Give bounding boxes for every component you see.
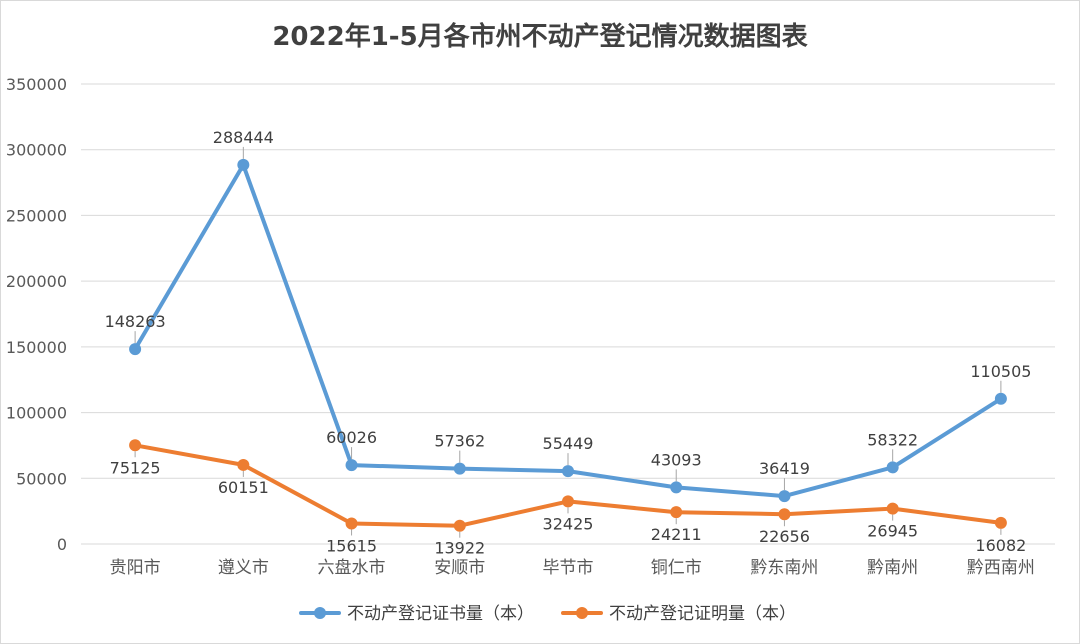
x-tick-label: 遵义市 [218, 558, 269, 578]
data-label: 75125 [110, 458, 161, 477]
legend-swatch-marker [314, 607, 326, 619]
y-tick-label: 100000 [6, 404, 67, 423]
data-point [237, 158, 250, 171]
y-tick-label: 300000 [6, 141, 67, 160]
data-point [453, 519, 466, 532]
legend-label: 不动产登记证明量（本） [609, 604, 796, 624]
data-point [562, 465, 574, 478]
data-label: 32425 [543, 514, 594, 533]
legend-swatch-marker [576, 607, 588, 619]
data-label: 13922 [434, 539, 485, 558]
data-label: 36419 [759, 459, 810, 478]
x-tick-label: 贵阳市 [110, 558, 161, 578]
legend-label: 不动产登记证书量（本） [347, 604, 534, 624]
data-label: 55449 [543, 434, 594, 453]
x-tick-label: 毕节市 [543, 558, 594, 578]
x-axis-ticks: 贵阳市 遵义市 六盘水市 安顺市 毕节市 铜仁市 黔东南州 黔南州 黔西南州 [110, 558, 1035, 578]
data-point [345, 517, 358, 530]
legend: 不动产登记证书量（本） 不动产登记证明量（本） [299, 604, 796, 624]
data-label: 288444 [213, 128, 274, 147]
data-label: 110505 [970, 362, 1031, 381]
data-labels: 148263 288444 60026 57362 55449 43093 36419 583… [105, 128, 1032, 558]
data-point [453, 462, 466, 475]
chart-title: 2022年1-5月各市州不动产登记情况数据图表 [272, 21, 808, 52]
x-tick-label: 六盘水市 [318, 558, 386, 578]
data-point [670, 506, 683, 519]
series-1 [129, 158, 1007, 503]
data-point [129, 439, 142, 452]
data-point [237, 458, 250, 471]
data-point [994, 392, 1007, 405]
y-tick-label: 350000 [6, 75, 67, 94]
data-label: 26945 [867, 522, 918, 541]
data-label: 24211 [651, 525, 702, 544]
data-label: 148263 [105, 312, 166, 331]
data-point [778, 508, 791, 521]
x-tick-label: 黔西南州 [967, 558, 1035, 578]
y-tick-label: 200000 [6, 272, 67, 291]
data-label: 57362 [434, 432, 485, 451]
data-point [778, 490, 791, 503]
x-tick-label: 安顺市 [434, 558, 485, 578]
data-label: 16082 [975, 536, 1026, 555]
data-point [670, 481, 683, 494]
data-label: 60151 [218, 478, 269, 497]
y-axis-ticks: 0 50000 100000 150000 200000 250000 300000 3500… [6, 75, 67, 554]
y-tick-label: 0 [57, 535, 67, 554]
data-point [994, 516, 1007, 529]
x-tick-label: 黔东南州 [750, 558, 818, 578]
series-lines [129, 158, 1007, 532]
series-2 [129, 439, 1007, 532]
data-point [886, 461, 899, 474]
y-tick-label: 150000 [6, 338, 67, 357]
data-label: 22656 [759, 527, 810, 546]
y-tick-label: 50000 [16, 469, 67, 488]
data-label: 43093 [651, 450, 702, 469]
data-point [886, 502, 899, 515]
data-label: 15615 [326, 536, 377, 555]
data-point [129, 343, 142, 356]
data-point [562, 495, 574, 508]
data-label: 58322 [867, 430, 918, 449]
y-tick-label: 250000 [6, 206, 67, 225]
x-tick-label: 黔南州 [867, 558, 918, 578]
data-label: 60026 [326, 428, 377, 447]
data-point [345, 459, 358, 472]
x-tick-label: 铜仁市 [651, 558, 702, 578]
